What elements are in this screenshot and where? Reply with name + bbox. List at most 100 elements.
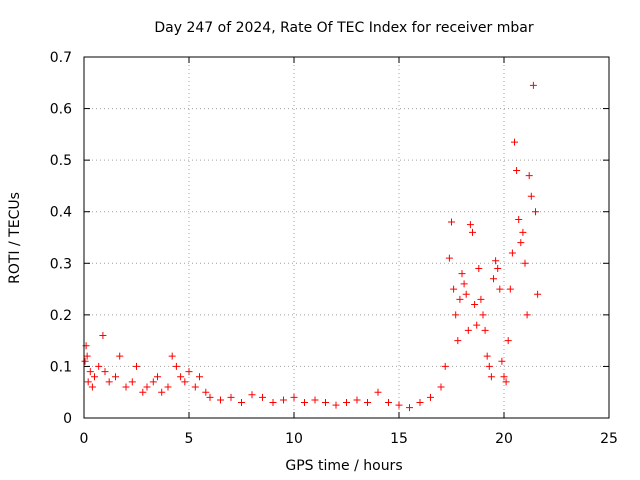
data-point xyxy=(523,311,531,319)
data-point xyxy=(513,166,521,174)
data-point xyxy=(311,396,319,404)
data-point xyxy=(259,393,266,401)
data-point xyxy=(101,368,109,376)
data-point xyxy=(112,373,119,381)
data-point xyxy=(133,362,140,370)
data-point xyxy=(95,362,103,370)
data-point xyxy=(406,404,413,412)
data-point xyxy=(458,270,466,278)
data-point xyxy=(529,81,537,89)
data-point xyxy=(437,383,445,391)
data-point xyxy=(164,383,172,391)
data-point xyxy=(427,393,434,401)
data-point xyxy=(202,388,210,396)
plot-frame xyxy=(83,56,610,419)
data-point xyxy=(290,393,298,401)
x-tick-label: 25 xyxy=(600,431,618,447)
data-point xyxy=(168,352,176,360)
data-point xyxy=(353,396,361,404)
data-point xyxy=(487,373,495,381)
data-point xyxy=(469,228,476,236)
y-tick-label: 0.3 xyxy=(50,256,72,272)
data-point xyxy=(452,311,460,319)
data-point xyxy=(280,396,287,404)
data-point xyxy=(83,352,91,360)
data-point xyxy=(332,401,340,409)
data-point xyxy=(81,357,89,365)
data-point xyxy=(521,259,529,267)
data-point xyxy=(88,383,96,391)
data-point xyxy=(343,399,350,407)
y-axis-label: ROTI / TECUs xyxy=(7,192,23,284)
data-point xyxy=(517,239,525,247)
data-point xyxy=(217,396,224,404)
data-point xyxy=(479,311,487,319)
data-point xyxy=(445,254,453,262)
data-point xyxy=(462,290,470,298)
data-point xyxy=(504,337,512,345)
data-point xyxy=(519,228,527,236)
data-point xyxy=(441,362,449,370)
data-point xyxy=(496,285,504,293)
data-point xyxy=(84,378,92,386)
data-point xyxy=(527,192,535,200)
data-point xyxy=(492,257,500,265)
data-point xyxy=(395,401,403,409)
data-point xyxy=(502,378,510,386)
y-tick-label: 0.6 xyxy=(50,102,72,118)
data-point xyxy=(139,388,147,396)
data-point xyxy=(91,373,98,381)
data-point xyxy=(525,172,533,180)
y-tick-label: 0.4 xyxy=(50,205,72,221)
data-point xyxy=(483,352,491,360)
data-point xyxy=(506,285,514,293)
data-point xyxy=(122,383,130,391)
grid-lines xyxy=(84,57,609,418)
data-point xyxy=(477,295,485,303)
data-point xyxy=(385,399,392,407)
data-point xyxy=(227,393,235,401)
x-tick-label: 20 xyxy=(495,431,513,447)
x-tick-label: 0 xyxy=(80,431,89,447)
x-tick-label: 5 xyxy=(185,431,194,447)
data-point xyxy=(494,264,502,272)
data-point xyxy=(475,264,483,272)
data-point xyxy=(364,399,371,407)
data-point xyxy=(515,215,523,223)
data-point xyxy=(238,399,245,407)
x-axis-label: GPS time / hours xyxy=(285,458,402,474)
x-tick-label: 15 xyxy=(390,431,408,447)
data-point xyxy=(322,399,329,407)
data-point xyxy=(511,138,518,146)
data-point xyxy=(206,393,214,401)
data-point xyxy=(374,388,382,396)
data-point xyxy=(471,301,479,309)
data-point xyxy=(456,295,464,303)
data-point xyxy=(464,326,472,334)
data-point xyxy=(534,290,542,298)
data-point xyxy=(473,321,481,329)
data-point xyxy=(185,368,193,376)
data-point xyxy=(196,373,203,381)
data-point xyxy=(508,249,516,257)
data-point xyxy=(105,378,113,386)
data-point xyxy=(191,383,199,391)
y-tick-label: 0.5 xyxy=(50,153,72,169)
data-point xyxy=(269,399,277,407)
data-point xyxy=(181,378,189,386)
axis-ticks: 0 5 10 15 20 25 0 0.1 0.2 0.3 0.4 0.5 0.6 0.7 xyxy=(50,50,618,447)
data-point xyxy=(158,388,166,396)
data-point xyxy=(172,362,180,370)
data-point xyxy=(116,352,124,360)
data-point xyxy=(154,373,161,381)
data-point xyxy=(498,357,506,365)
y-tick-label: 0.1 xyxy=(50,359,72,375)
chart-title: Day 247 of 2024, Rate Of TEC Index for r… xyxy=(154,20,533,36)
data-point xyxy=(301,399,308,407)
data-point xyxy=(99,331,107,339)
data-point xyxy=(86,368,94,376)
y-tick-label: 0.7 xyxy=(50,50,72,66)
data-point xyxy=(149,378,157,386)
data-point xyxy=(460,280,468,288)
